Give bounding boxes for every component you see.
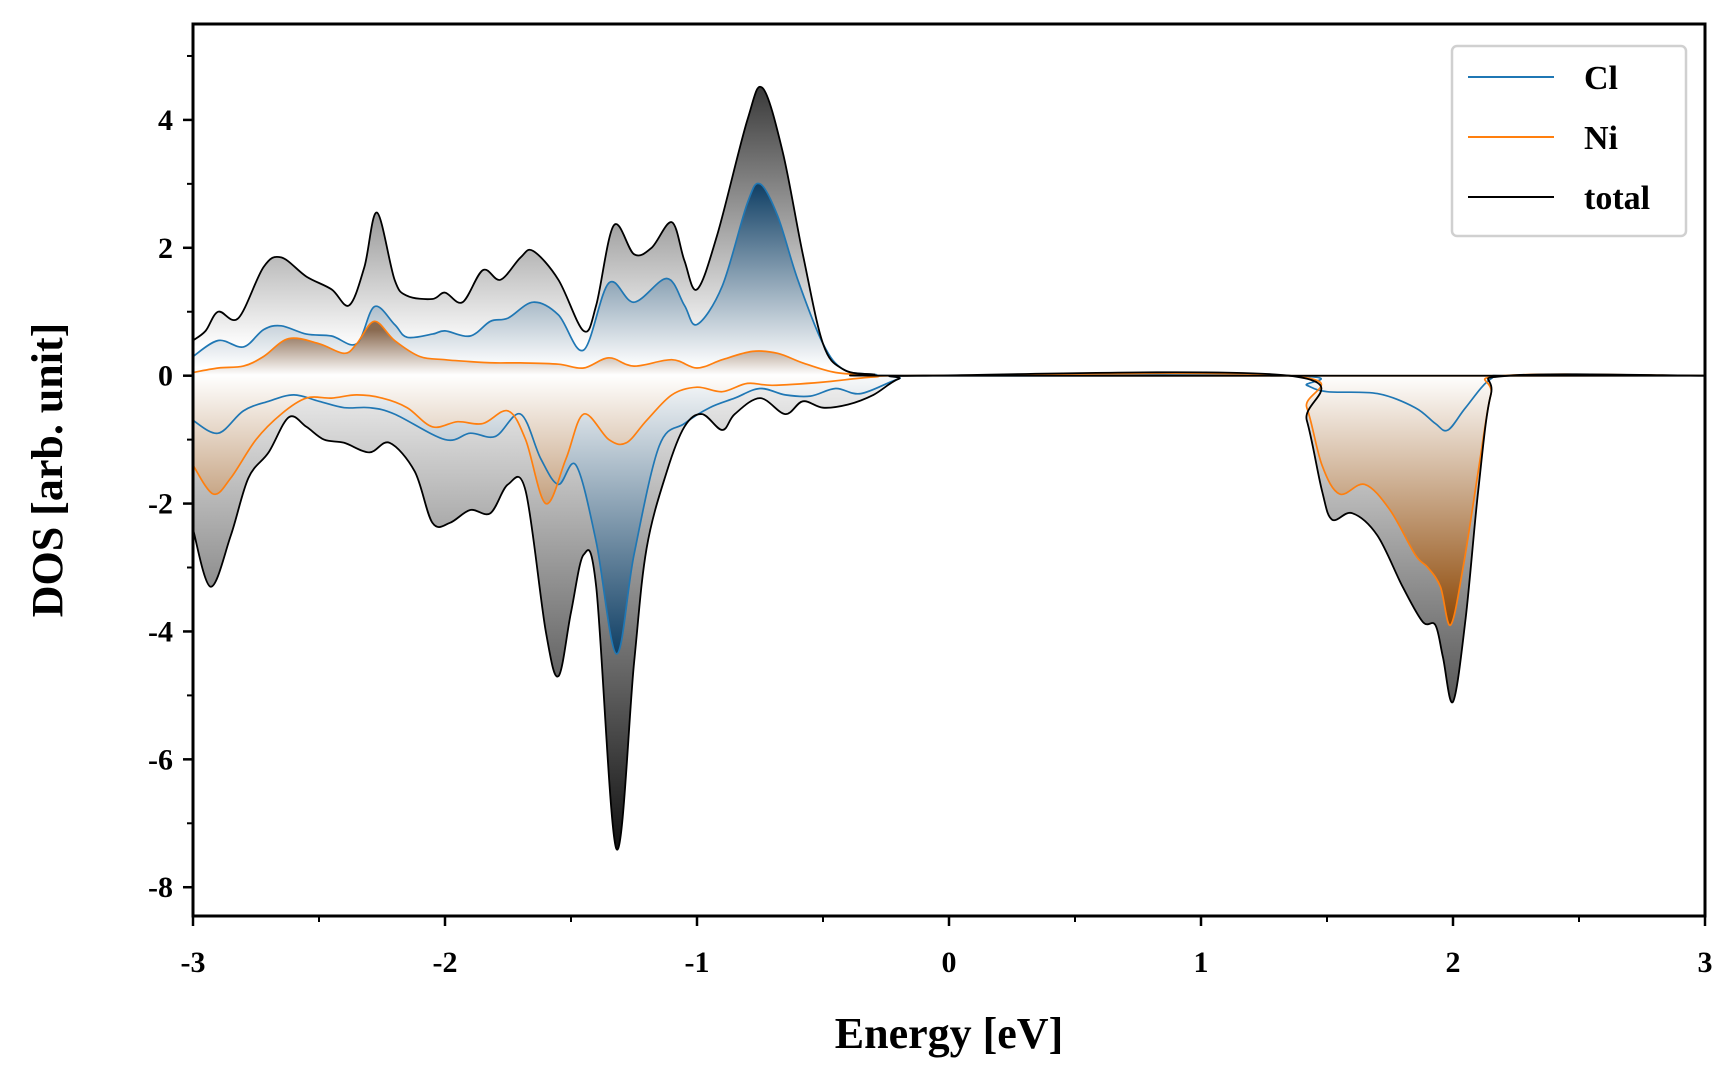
y-tick-label: 2 <box>158 232 173 265</box>
fill-ni-down <box>193 373 1705 626</box>
fill-total-down <box>193 372 1705 850</box>
plot-area <box>193 85 1705 851</box>
y-tick-label: -4 <box>148 615 173 648</box>
y-tick-label: -2 <box>148 488 173 521</box>
x-tick-label: -2 <box>433 946 458 979</box>
series-lines <box>193 85 1705 851</box>
x-axis-label: Energy [eV] <box>835 1009 1064 1058</box>
x-tick-label: -1 <box>685 946 710 979</box>
x-axis-ticks: -3 -2 -1 0 1 2 3 <box>181 916 1713 979</box>
y-tick-label: 0 <box>158 360 173 393</box>
y-tick-label: -6 <box>148 743 173 776</box>
line-cl-down <box>193 374 1705 655</box>
line-total-up <box>193 85 1705 377</box>
fill-ni-up <box>193 321 1705 376</box>
x-tick-label: 1 <box>1194 946 1209 979</box>
legend-box <box>1450 44 1688 238</box>
line-total-down <box>193 371 1705 851</box>
legend-label-total: total <box>1584 180 1650 217</box>
y-axis-ticks: -8 -6 -4 -2 0 2 4 <box>148 54 193 904</box>
legend: Cl Ni total <box>1450 44 1688 238</box>
x-tick-label: -3 <box>181 946 206 979</box>
legend-label-cl: Cl <box>1584 60 1618 97</box>
legend-label-ni: Ni <box>1584 120 1618 157</box>
y-axis-label: DOS [arb. unit] <box>23 323 72 618</box>
x-tick-label: 3 <box>1698 946 1713 979</box>
line-ni-down <box>193 372 1705 626</box>
y-tick-label: 4 <box>158 104 173 137</box>
x-tick-label: 2 <box>1446 946 1461 979</box>
x-tick-label: 0 <box>942 946 957 979</box>
y-tick-label: -8 <box>148 871 173 904</box>
